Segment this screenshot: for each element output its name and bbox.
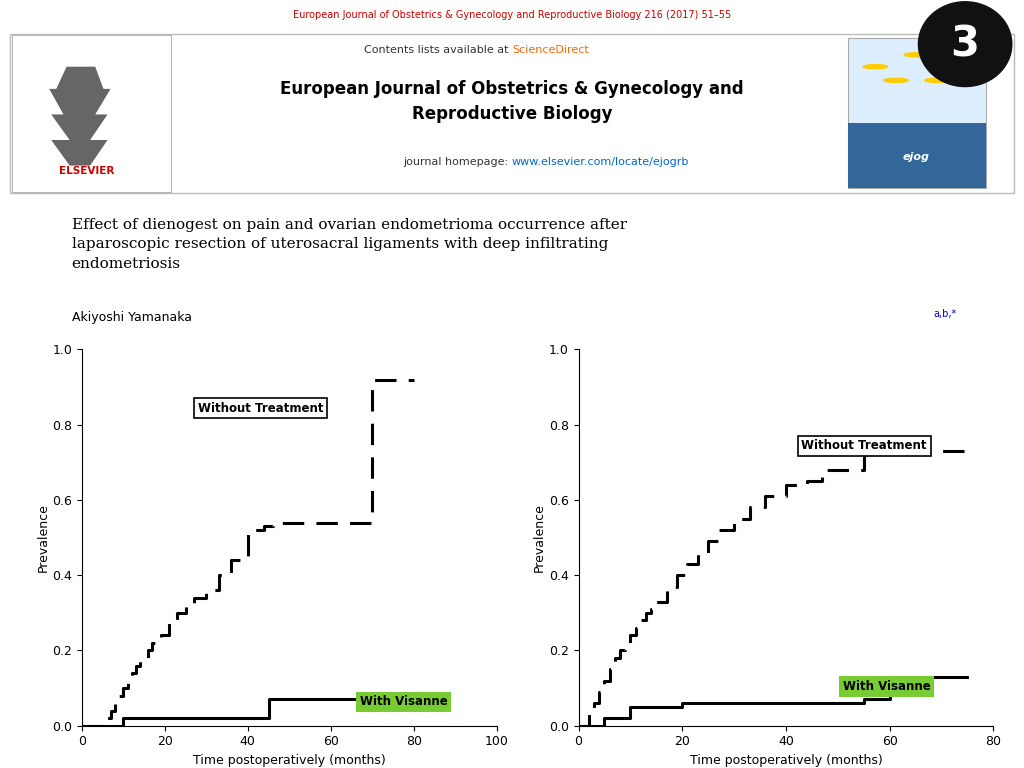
Circle shape xyxy=(884,78,908,82)
Text: 3: 3 xyxy=(950,23,980,65)
Text: Without Treatment: Without Treatment xyxy=(802,439,927,452)
Circle shape xyxy=(945,65,970,69)
Text: Contents lists available at: Contents lists available at xyxy=(364,45,512,55)
Bar xyxy=(848,123,986,187)
Text: ejog: ejog xyxy=(903,152,930,162)
Text: ELSEVIER: ELSEVIER xyxy=(59,166,115,176)
Text: Reproductive Biology: Reproductive Biology xyxy=(412,105,612,124)
Y-axis label: Prevalence: Prevalence xyxy=(37,503,49,572)
X-axis label: Time postoperatively (months): Time postoperatively (months) xyxy=(689,754,883,767)
Polygon shape xyxy=(49,67,111,166)
Text: Postop Cyst Recurrence: Postop Cyst Recurrence xyxy=(187,326,391,342)
Text: journal homepage:: journal homepage: xyxy=(403,157,512,167)
Text: Akiyoshi Yamanaka: Akiyoshi Yamanaka xyxy=(72,311,191,324)
Circle shape xyxy=(904,53,929,57)
Bar xyxy=(12,35,171,192)
Text: Postop Pain Recurrence: Postop Pain Recurrence xyxy=(684,326,888,342)
Y-axis label: Prevalence: Prevalence xyxy=(534,503,546,572)
Text: www.elsevier.com/locate/ejogrb: www.elsevier.com/locate/ejogrb xyxy=(512,157,689,167)
Text: European Journal of Obstetrics & Gynecology and Reproductive Biology 216 (2017) : European Journal of Obstetrics & Gynecol… xyxy=(293,9,731,20)
Circle shape xyxy=(919,2,1012,87)
Text: Effect of dienogest on pain and ovarian endometrioma occurrence after
laparoscop: Effect of dienogest on pain and ovarian … xyxy=(72,217,627,270)
X-axis label: Time postoperatively (months): Time postoperatively (months) xyxy=(193,754,386,767)
Text: With Visanne: With Visanne xyxy=(843,680,931,693)
Circle shape xyxy=(925,78,949,82)
Circle shape xyxy=(863,65,888,69)
Bar xyxy=(848,38,986,187)
Text: a,b,*: a,b,* xyxy=(934,309,956,319)
Text: With Visanne: With Visanne xyxy=(359,695,447,708)
Text: Without Treatment: Without Treatment xyxy=(198,402,324,415)
Text: European Journal of Obstetrics & Gynecology and: European Journal of Obstetrics & Gynecol… xyxy=(281,80,743,98)
Text: ScienceDirect: ScienceDirect xyxy=(512,45,589,55)
